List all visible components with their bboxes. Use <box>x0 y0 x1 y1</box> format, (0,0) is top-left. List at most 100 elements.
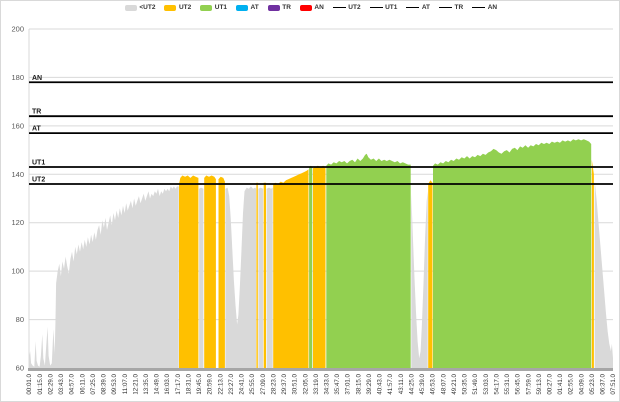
x-axis-tick-label: 38:15.0 <box>355 373 362 394</box>
threshold-label-AN: AN <box>32 75 42 82</box>
legend-label: UT1 <box>214 4 228 11</box>
x-axis-tick-label: 03:43.0 <box>58 373 65 394</box>
threshold-label-UT2: UT2 <box>32 176 45 183</box>
area-segment-lt_ut2 <box>258 187 264 368</box>
legend-item: AT <box>406 4 430 11</box>
x-axis-tick-label: 46:53.0 <box>430 373 437 394</box>
area-segment-ut2 <box>179 175 199 368</box>
legend-item: AN <box>472 4 497 11</box>
x-axis-tick-label: 07:51.0 <box>610 373 617 394</box>
legend-item: AN <box>299 4 324 11</box>
y-axis-tick-label: 100 <box>11 267 24 276</box>
x-axis-tick-label: 17:17.0 <box>175 373 182 394</box>
legend-line-icon <box>472 6 486 9</box>
legend-label: UT2 <box>178 4 192 11</box>
area-segment-ut2 <box>313 165 326 368</box>
y-axis-tick-label: 120 <box>11 218 24 227</box>
area-segment-ut2 <box>273 169 309 368</box>
x-axis-tick-label: 07:25.0 <box>90 373 97 394</box>
x-axis-tick-label: 57:59.0 <box>525 373 532 394</box>
x-axis-tick-label: 35:47.0 <box>334 373 341 394</box>
x-axis-tick-label: 55:31.0 <box>504 373 511 394</box>
x-axis-tick-label: 20:59.0 <box>207 373 214 394</box>
area-segment-lt_ut2 <box>225 186 256 368</box>
x-axis-tick-label: 53:03.0 <box>483 373 490 394</box>
x-axis-tick-label: 11:07.0 <box>122 373 129 394</box>
x-axis-tick-label: 05:23.0 <box>589 373 596 394</box>
x-axis-tick-label: 24:41.0 <box>239 373 246 394</box>
legend-swatch-icon <box>299 4 312 11</box>
legend-swatch-icon <box>200 4 213 11</box>
legend-label: <UT2 <box>139 4 156 11</box>
legend-label: AT <box>250 4 259 11</box>
area-segment-ut1 <box>309 165 313 368</box>
x-axis-tick-label: 54:17.0 <box>493 373 500 394</box>
legend-item: UT1 <box>369 4 398 11</box>
area-segment-ut2 <box>256 182 258 368</box>
y-axis-tick-label: 160 <box>11 121 24 130</box>
x-axis-tick-label: 28:23.0 <box>270 373 277 394</box>
x-axis-tick-label: 39:29.0 <box>366 373 373 394</box>
legend-item: AT <box>236 4 259 11</box>
x-axis-tick-label: 13:35.0 <box>143 373 150 394</box>
x-axis-tick-label: 06:11.0 <box>79 373 86 394</box>
legend-swatch-icon <box>124 4 137 11</box>
legend-item: UT1 <box>200 4 227 11</box>
legend-label: TR <box>282 4 291 11</box>
chart-legend: <UT2 UT2 UT1 AT TR AN UT2 UT1 AT TR AN <box>1 4 619 11</box>
x-axis-tick-label: 51:49.0 <box>472 373 479 394</box>
y-axis-tick-label: 140 <box>11 170 24 179</box>
x-axis-tick-label: 22:13.0 <box>217 373 224 394</box>
x-axis-tick-label: 14:49.0 <box>154 373 161 394</box>
legend-label: UT1 <box>385 4 398 11</box>
legend-swatch-icon <box>267 4 280 11</box>
x-axis-tick-label: 08:39.0 <box>101 373 108 394</box>
y-axis-tick-label: 60 <box>16 364 24 373</box>
x-axis-tick-label: 02:55.0 <box>568 373 575 394</box>
x-axis-tick-label: 37:01.0 <box>345 373 352 394</box>
legend-item: UT2 <box>332 4 361 11</box>
y-axis-tick-label: 180 <box>11 73 24 82</box>
x-axis-tick-label: 12:21.0 <box>132 373 139 394</box>
x-axis-tick-label: 41:57.0 <box>387 373 394 394</box>
x-axis-tick-label: 45:39.0 <box>419 373 426 394</box>
legend-item: TR <box>439 4 463 11</box>
area-segment-lt_ut2 <box>594 181 613 368</box>
x-axis-tick-label: 50:35.0 <box>462 373 469 394</box>
area-segment-ut2 <box>428 180 433 368</box>
legend-line-icon <box>406 6 420 9</box>
area-segment-ut2 <box>218 176 225 368</box>
x-axis-tick-label: 32:05.0 <box>302 373 309 394</box>
legend-line-icon <box>369 6 383 9</box>
x-axis-tick-label: 09:53.0 <box>111 373 118 394</box>
x-axis-tick-label: 19:45.0 <box>196 373 203 394</box>
x-axis-tick-label: 27:09.0 <box>260 373 267 394</box>
x-axis-tick-label: 04:57.0 <box>69 373 76 394</box>
x-axis-tick-label: 01:15.0 <box>37 373 44 394</box>
legend-swatch-icon <box>236 4 249 11</box>
area-segment-ut1 <box>326 153 411 368</box>
x-axis-tick-label: 43:11.0 <box>398 373 405 394</box>
x-axis-tick-label: 25:55.0 <box>249 373 256 394</box>
x-axis-tick-label: 23:27.0 <box>228 373 235 394</box>
x-axis-tick-label: 16:03.0 <box>164 373 171 394</box>
x-axis-tick-label: 06:37.0 <box>600 373 607 394</box>
x-axis-tick-label: 33:19.0 <box>313 373 320 394</box>
x-axis-tick-label: 44:25.0 <box>409 373 416 394</box>
legend-label: UT2 <box>348 4 361 11</box>
x-axis-tick-label: 02:29.0 <box>47 373 54 394</box>
area-segment-ut2 <box>263 182 266 368</box>
y-axis-tick-label: 80 <box>16 315 24 324</box>
legend-line-icon <box>332 6 346 9</box>
threshold-label-TR: TR <box>32 109 41 116</box>
x-axis-tick-label: 18:31.0 <box>186 373 193 394</box>
y-axis-tick-label: 200 <box>11 25 24 34</box>
legend-line-icon <box>439 6 453 9</box>
x-axis-tick-label: 40:43.0 <box>377 373 384 394</box>
x-axis-tick-label: 49:21.0 <box>451 373 458 394</box>
x-axis-tick-label: 30:51.0 <box>292 373 299 394</box>
legend-label: TR <box>454 4 464 11</box>
x-axis-tick-label: 59:13.0 <box>536 373 543 394</box>
